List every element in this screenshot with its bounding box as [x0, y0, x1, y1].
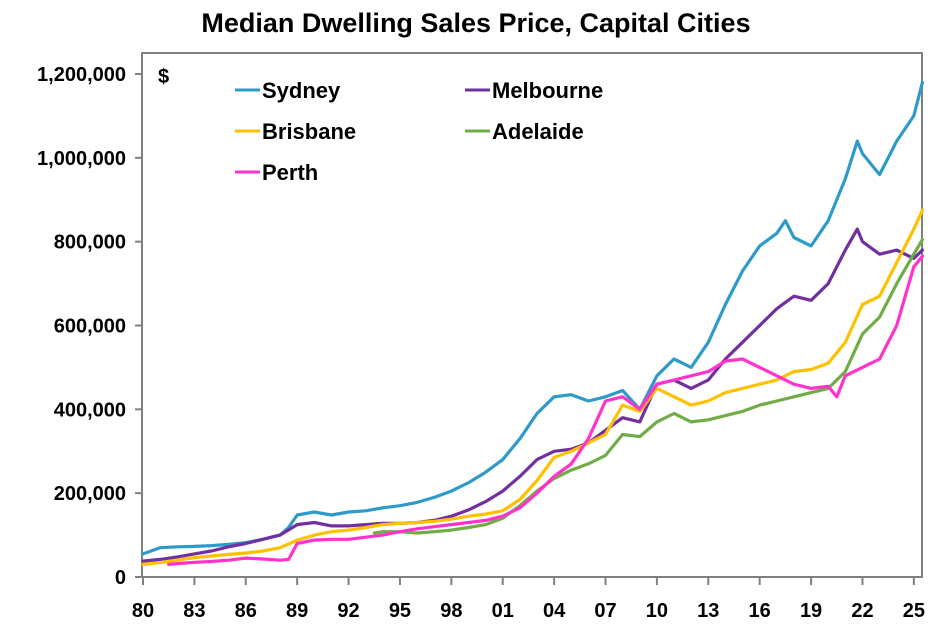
series-line-perth: [167, 254, 925, 567]
y-tick-label: 1,000,000: [37, 148, 126, 170]
y-tick-label: 800,000: [54, 232, 126, 254]
x-tick-label: 83: [183, 600, 205, 622]
x-tick-label: 25: [903, 600, 925, 622]
legend-label-sydney: Sydney: [262, 78, 341, 103]
series-lines: [141, 80, 925, 567]
x-tick-label: 22: [851, 600, 873, 622]
legend-label-perth: Perth: [262, 160, 318, 185]
legend-label-adelaide: Adelaide: [492, 119, 584, 144]
y-tick-label: 600,000: [54, 316, 126, 338]
x-tick-label: 04: [543, 600, 566, 622]
x-tick-label: 01: [492, 600, 514, 622]
x-tick-label: 98: [440, 600, 462, 622]
x-tick-label: 07: [594, 600, 616, 622]
x-tick-label: 95: [389, 600, 411, 622]
series-line-melbourne: [141, 227, 925, 563]
y-axis: 0 200,000 400,000 600,000 800,000 1,000,000 1,…: [37, 64, 142, 589]
legend-label-melbourne: Melbourne: [492, 78, 603, 103]
x-tick-label: 86: [235, 600, 257, 622]
x-tick-label: 92: [337, 600, 359, 622]
x-tick-label: 19: [800, 600, 822, 622]
y-tick-label: 1,200,000: [37, 64, 126, 86]
y-tick-label: 200,000: [54, 483, 126, 505]
x-tick-label: 80: [132, 600, 154, 622]
series-line-brisbane: [141, 208, 925, 567]
x-tick-label: 16: [749, 600, 771, 622]
x-tick-label: 89: [286, 600, 308, 622]
y-unit-label: $: [158, 66, 169, 88]
x-tick-label: 13: [697, 600, 719, 622]
x-axis: 80 83 86 89 92 95 98 01 04 07 10 13 16 19 22 25: [132, 577, 925, 622]
legend: Sydney Melbourne Brisbane Adelaide Perth: [235, 78, 603, 185]
plot-frame: [141, 52, 923, 578]
legend-label-brisbane: Brisbane: [262, 119, 356, 144]
y-tick-label: 0: [115, 567, 126, 589]
x-tick-label: 10: [646, 600, 668, 622]
y-tick-label: 400,000: [54, 399, 126, 421]
series-line-adelaide: [372, 238, 925, 535]
chart-title: Median Dwelling Sales Price, Capital Cit…: [201, 8, 750, 38]
